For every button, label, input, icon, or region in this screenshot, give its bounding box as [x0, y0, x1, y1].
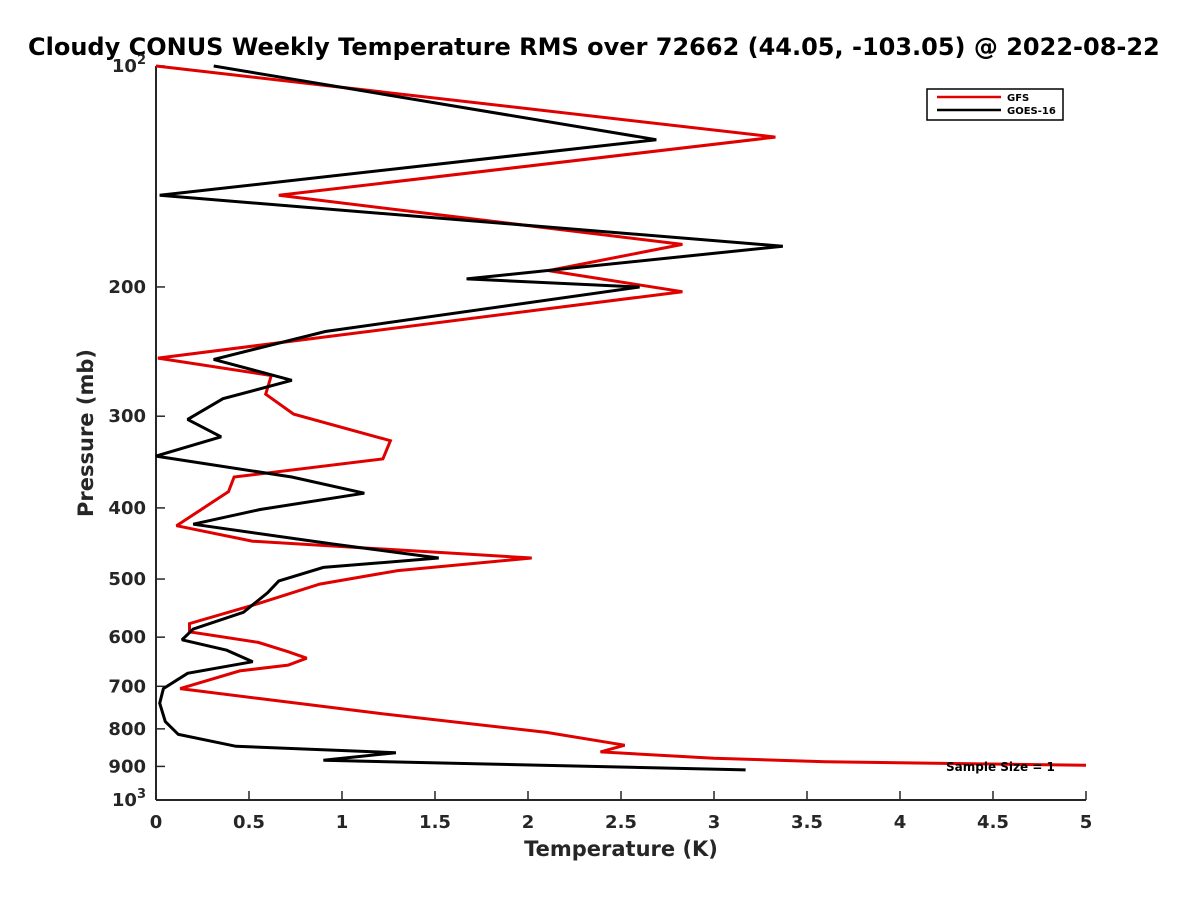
x-tick-label: 3 [708, 812, 721, 833]
x-tick-label: 0 [150, 812, 163, 833]
y-tick-label: 900 [108, 756, 146, 777]
y-tick-base: 10 [112, 56, 137, 77]
x-tick-label: 4 [894, 812, 907, 833]
y-axis-label: Pressure (mb) [74, 349, 98, 517]
sample-size-annotation: Sample Size = 1 [946, 760, 1055, 774]
x-axis-label: Temperature (K) [524, 837, 718, 861]
legend-label-goes16: GOES-16 [1007, 106, 1056, 117]
x-tick-label: 5 [1080, 812, 1093, 833]
x-tick-label: 3.5 [791, 812, 823, 833]
x-ticks: 0 0.5 1 1.5 2 2.5 3 3.5 4 4.5 5 [150, 791, 1093, 833]
legend: GFS GOES-16 [926, 88, 1064, 121]
y-tick-label: 600 [108, 627, 146, 648]
y-tick-label: 800 [108, 719, 146, 740]
y-tick-label: 103 [112, 787, 146, 811]
y-tick-exponent: 2 [137, 53, 146, 68]
y-tick-label: 700 [108, 676, 146, 697]
y-tick-base: 10 [112, 790, 137, 811]
chart-title: Cloudy CONUS Weekly Temperature RMS over… [28, 33, 1160, 61]
x-tick-label: 2 [522, 812, 535, 833]
series-line-gfs [155, 64, 1087, 767]
legend-box [926, 88, 1064, 121]
x-tick-label: 2.5 [605, 812, 637, 833]
y-tick-label: 200 [108, 277, 146, 298]
x-tick-label: 1 [336, 812, 349, 833]
y-tick-label: 300 [108, 406, 146, 427]
series-line-goes16 [155, 64, 783, 772]
y-tick-label: 102 [112, 53, 146, 77]
plot-area: 0 0.5 1 1.5 2 2.5 3 3.5 4 4.5 5 102200300400500600… [108, 53, 1092, 833]
series-lines [155, 64, 1087, 772]
y-tick-label: 500 [108, 569, 146, 590]
x-tick-label: 0.5 [233, 812, 265, 833]
x-tick-label: 1.5 [419, 812, 451, 833]
y-tick-exponent: 3 [137, 787, 146, 802]
legend-label-gfs: GFS [1007, 93, 1029, 104]
x-tick-label: 4.5 [977, 812, 1009, 833]
y-tick-label: 400 [108, 498, 146, 519]
